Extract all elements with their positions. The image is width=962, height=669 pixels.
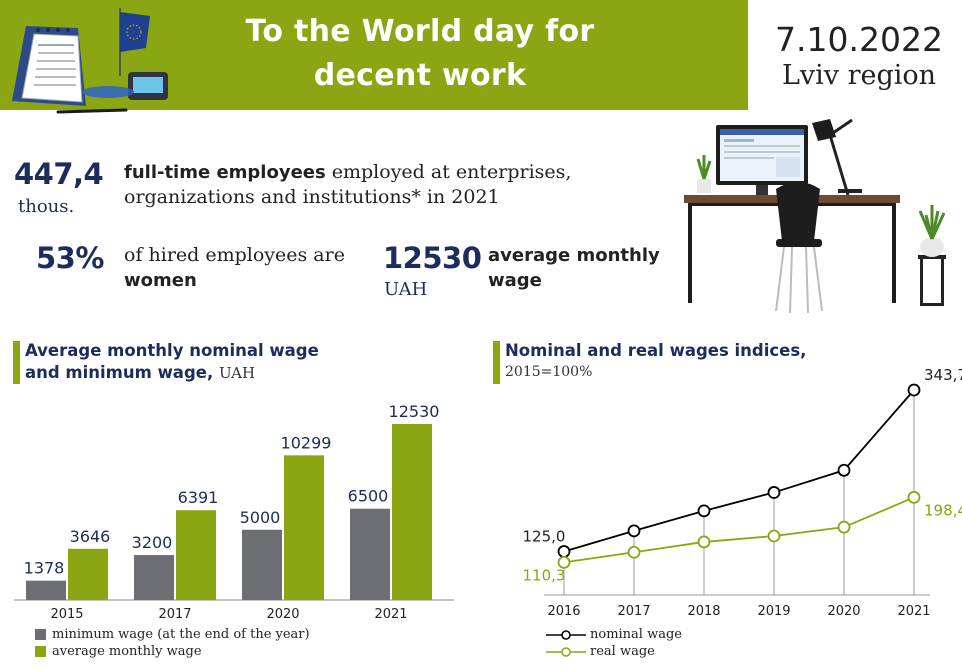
- bar-chart-legend: minimum wage (at the end of the year) av…: [35, 626, 310, 660]
- x-tick-label: 2016: [547, 604, 580, 619]
- line-section-accent: [493, 341, 500, 384]
- wage-unit: UAH: [384, 279, 428, 300]
- x-tick-label: 2015: [50, 607, 83, 622]
- nominal-wage-point: [627, 524, 641, 538]
- nominal-wage-point: [697, 504, 711, 518]
- legend-swatch-gray: [35, 629, 46, 640]
- bar-average-wage: [284, 455, 324, 600]
- x-tick-label: 2020: [266, 607, 299, 622]
- bar-average-wage: [392, 424, 432, 600]
- nominal-wage-line: [563, 389, 915, 553]
- bar-value-label: 5000: [240, 508, 281, 527]
- x-tick-label: 2017: [158, 607, 191, 622]
- page-title: To the World day for decent work: [190, 10, 650, 98]
- nominal-value-label: 343,7: [924, 366, 962, 384]
- women-share-value: 53%: [36, 241, 104, 275]
- x-tick-label: 2020: [827, 604, 860, 619]
- wage-bold2: wage: [488, 270, 542, 291]
- bar-chart-unit: UAH: [218, 364, 256, 382]
- bar-value-label: 12530: [389, 402, 440, 421]
- x-tick-label: 2018: [687, 604, 720, 619]
- wage-description: average monthly wage: [488, 243, 688, 293]
- employees-description: full-time employees employed at enterpri…: [124, 160, 644, 210]
- nominal-wage-point: [767, 486, 781, 499]
- nominal-wage-point: [837, 463, 851, 477]
- bar-value-label: 3646: [70, 527, 111, 546]
- legend-swatch-green: [35, 646, 46, 657]
- x-tick-label: 2017: [617, 604, 650, 619]
- bar-value-label: 6391: [178, 488, 219, 507]
- legend-label-real-wage: real wage: [590, 644, 655, 659]
- real-value-label: 110,3: [523, 566, 566, 584]
- real-wage-point: [767, 529, 781, 543]
- employees-text2: organizations and institutions* in 2021: [124, 186, 500, 208]
- bar-minimum-wage: [242, 529, 282, 600]
- x-tick-label: 2019: [757, 604, 790, 619]
- real-wage-point: [627, 545, 641, 559]
- bar-value-label: 6500: [348, 487, 389, 506]
- real-wage-point: [697, 535, 711, 549]
- bar-section-accent: [13, 341, 20, 384]
- line-chart-title: Nominal and real wages indices,: [505, 341, 807, 360]
- real-wage-point: [837, 520, 851, 534]
- real-wage-line: [563, 496, 915, 564]
- nominal-wage-point: [907, 383, 921, 397]
- legend-key-real: [546, 646, 586, 657]
- x-tick-label: 2021: [897, 604, 930, 619]
- line-chart-legend: nominal wage real wage: [546, 626, 682, 660]
- bar-average-wage: [176, 510, 216, 600]
- page-title-line2: decent work: [313, 58, 527, 93]
- legend-item-real-wage: real wage: [546, 643, 682, 660]
- real-wage-point: [557, 555, 571, 569]
- date-label: 7.10.2022: [775, 20, 943, 59]
- bar-value-label: 10299: [281, 433, 332, 452]
- wage-value: 12530: [383, 241, 482, 275]
- legend-item-nominal-wage: nominal wage: [546, 626, 682, 643]
- header-banner: To the World day for decent work: [0, 0, 748, 114]
- calendar-flag-illustration: [12, 8, 168, 114]
- bar-chart-title-line1: Average monthly nominal wage: [25, 341, 319, 360]
- bar-value-label: 1378: [24, 559, 65, 578]
- legend-label-minimum-wage: minimum wage (at the end of the year): [52, 627, 310, 642]
- wage-bold1: average monthly: [488, 245, 660, 266]
- legend-item-minimum-wage: minimum wage (at the end of the year): [35, 626, 310, 643]
- employees-value: 447,4: [14, 157, 104, 191]
- legend-label-average-wage: average monthly wage: [52, 644, 202, 659]
- bar-minimum-wage: [350, 508, 390, 600]
- employees-bold: full-time employees: [124, 162, 326, 183]
- employees-unit: thous.: [18, 196, 75, 217]
- legend-item-average-wage: average monthly wage: [35, 643, 310, 660]
- real-value-label: 198,4: [924, 501, 962, 519]
- nominal-wage-point: [557, 545, 571, 558]
- women-description: of hired employees are women: [124, 243, 384, 293]
- bar-chart: 1378 3646 2015 3200 6391 2017 5000 10299 2020 650…: [14, 402, 454, 622]
- page-title-line1: To the World day for: [245, 14, 595, 49]
- region-label: Lviv region: [781, 60, 937, 91]
- women-bold: women: [124, 270, 197, 291]
- nominal-value-label: 125,0: [523, 528, 566, 546]
- x-tick-label: 2021: [374, 607, 407, 622]
- legend-key-nominal: [546, 629, 586, 640]
- line-chart-subtitle: 2015=100%: [505, 364, 593, 380]
- bar-chart-title: Average monthly nominal wage and minimum…: [25, 340, 385, 384]
- bar-minimum-wage: [134, 555, 174, 600]
- bar-minimum-wage: [26, 580, 66, 600]
- desk-illustration: [684, 118, 946, 314]
- employees-text1: employed at enterprises,: [325, 161, 572, 183]
- bar-value-label: 3200: [132, 533, 173, 552]
- bar-average-wage: [68, 548, 108, 600]
- real-wage-point: [907, 490, 921, 504]
- legend-label-nominal-wage: nominal wage: [590, 627, 682, 642]
- women-text: of hired employees are: [124, 244, 345, 266]
- line-chart: 2016 2017 2018 2019 2020 2021 125,0 343,7 110,3 1…: [523, 366, 962, 619]
- bar-chart-title-line2: and minimum wage,: [25, 363, 214, 382]
